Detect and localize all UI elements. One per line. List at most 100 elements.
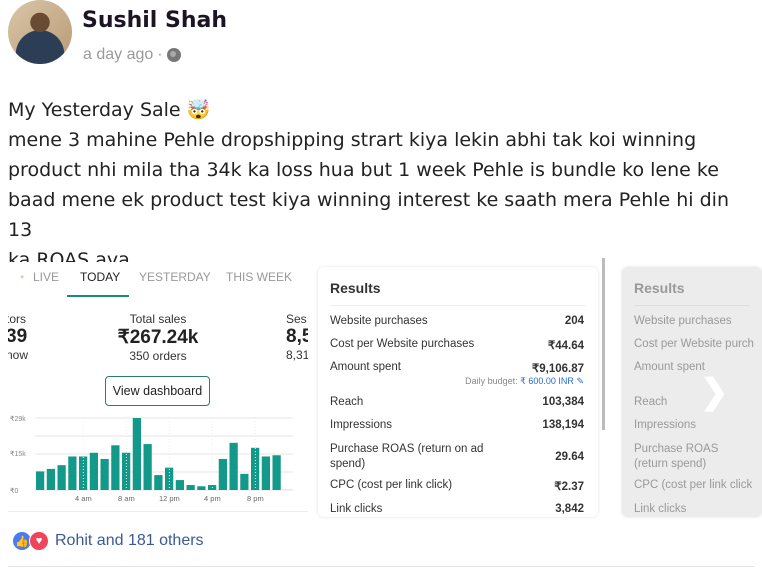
row-label: Reach [634, 396, 668, 408]
live-dot-icon: • [20, 270, 25, 284]
y-tick-label: ₹0 [10, 487, 18, 495]
results-row: Impressions 138,194 [330, 419, 584, 431]
row-label: Reach [330, 396, 364, 408]
bar [175, 480, 184, 490]
x-tick-label: 4 pm [204, 494, 221, 503]
bar [240, 473, 249, 490]
love-icon: ♥ [29, 531, 49, 551]
tab-live[interactable]: LIVE [33, 270, 60, 284]
row-label: Purchase ROAS (return spend) [634, 443, 719, 470]
stat-label: tors [8, 312, 27, 326]
results-title: Results [330, 280, 381, 296]
reactions-summary[interactable]: 👍 ♥ Rohit and 181 others [12, 531, 204, 551]
post-line: mene 3 mahine Pehle dropshipping strart … [8, 129, 697, 151]
divider [8, 566, 754, 567]
hourly-sales-chart: ₹0 ₹15k ₹29k 4 am 8 am 12 pm 4 pm 8 pm [10, 415, 293, 503]
row-value: 3,842 [555, 503, 584, 515]
row-value: 29.64 [555, 451, 584, 463]
row-label: Cost per Website purch [634, 338, 754, 350]
scrollbar[interactable] [602, 258, 605, 430]
like-icon: 👍 [12, 531, 32, 551]
divider [330, 305, 586, 306]
row-label: Link clicks [634, 503, 687, 515]
budget-value[interactable]: ₹ 600.00 INR [520, 376, 574, 386]
results-row: Link clicks 3,842 [330, 503, 584, 515]
bar [283, 489, 292, 490]
post-text: My Yesterday Sale 🤯 mene 3 mahine Pehle … [8, 95, 758, 275]
chevron-right-icon[interactable]: ❯ [700, 373, 729, 411]
results-row: Cost per Website purch [634, 338, 754, 350]
row-label: Purchase ROAS (return on ad spend) [330, 443, 484, 470]
bar [218, 458, 227, 490]
separator: · [157, 46, 163, 63]
active-tab-indicator [67, 295, 129, 297]
divider [634, 305, 750, 306]
row-label: Link clicks [330, 503, 383, 515]
results-card-next: Results Website purchases Cost per Websit… [622, 267, 762, 517]
bar [100, 458, 109, 490]
bar [251, 447, 260, 490]
bar [89, 452, 98, 490]
tab-today[interactable]: TODAY [80, 270, 121, 284]
results-row: CPC (cost per link click) ₹2.37 [330, 479, 584, 493]
results-row: Link clicks [634, 503, 748, 515]
post-line: My Yesterday Sale 🤯 [8, 99, 211, 121]
row-value: ₹2.37 [554, 481, 584, 493]
results-row: Reach 103,384 [330, 396, 584, 408]
post-time[interactable]: a day ago [83, 46, 154, 63]
stat-label: Ses [286, 312, 307, 326]
author-name[interactable]: Sushil Shah [82, 8, 228, 33]
stat-label: Total sales [129, 312, 187, 326]
stat-total-sales: Total sales ₹267.24k 350 orders [98, 312, 218, 363]
results-row: Reach [634, 396, 748, 408]
daily-budget: Daily budget: ₹ 600.00 INR ✎ [465, 376, 584, 387]
results-card: Results Website purchases 204 Cost per Web… [318, 267, 598, 517]
row-value: 103,384 [542, 396, 584, 408]
bar [261, 456, 270, 490]
x-tick-label: 4 am [75, 494, 92, 503]
post-meta: a day ago · [83, 46, 181, 64]
view-dashboard-button[interactable]: View dashboard [105, 376, 210, 406]
bar [111, 445, 120, 490]
row-label: Impressions [330, 419, 392, 431]
tab-yesterday[interactable]: YESTERDAY [139, 270, 211, 284]
results-row: Purchase ROAS (return spend) [634, 442, 748, 472]
row-label: Cost per Website purchases [330, 338, 475, 350]
results-row: Cost per Website purchases ₹44.64 [330, 338, 584, 352]
avatar[interactable] [8, 0, 72, 64]
results-row: Amount spent ₹9,106.87 [330, 361, 584, 375]
row-label: Impressions [634, 419, 696, 431]
reactions-text[interactable]: Rohit and 181 others [55, 532, 204, 549]
x-tick-label: 8 am [118, 494, 135, 503]
results-row: Purchase ROAS (return on ad spend) 29.64 [330, 442, 584, 472]
x-tick-label: 8 pm [247, 494, 264, 503]
row-value: 204 [564, 315, 584, 327]
row-label: CPC (cost per link click) [330, 479, 453, 491]
bar [186, 485, 195, 490]
globe-icon [166, 48, 181, 62]
results-row: Website purchases 204 [330, 315, 584, 327]
row-label: Website purchases [330, 315, 428, 327]
bar [122, 452, 131, 490]
bar [132, 418, 141, 490]
bar [272, 455, 281, 490]
bar [79, 456, 88, 490]
row-label: Amount spent [330, 361, 401, 373]
stat-visitors: tors 39 now [8, 312, 28, 362]
stat-sub: 8,31 [286, 348, 308, 362]
y-tick-label: ₹15k [10, 450, 26, 458]
bar [57, 465, 66, 490]
bar [36, 471, 45, 490]
row-label: Website purchases [634, 315, 732, 327]
tab-this-week[interactable]: THIS WEEK [226, 270, 293, 284]
bar [154, 475, 163, 490]
x-tick-label: 12 pm [159, 494, 180, 503]
results-title: Results [634, 280, 685, 296]
bar [197, 486, 206, 490]
edit-pencil-icon[interactable]: ✎ [576, 376, 584, 386]
stat-sub: now [8, 348, 29, 362]
shopify-sales-screenshot: • LIVE TODAY YESTERDAY THIS WEEK tors 39… [8, 262, 308, 512]
post-line: product nhi mila tha 34k ka loss hua but… [8, 159, 719, 181]
stat-value: 39 [8, 326, 28, 347]
row-value: 138,194 [542, 419, 584, 431]
